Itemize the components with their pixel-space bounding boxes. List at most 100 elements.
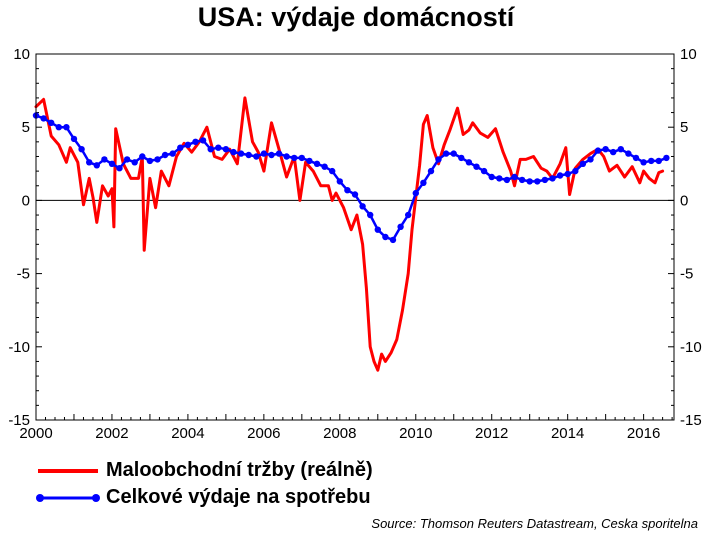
data-point-consumption [101, 156, 108, 163]
data-point-consumption [116, 165, 123, 172]
data-point-consumption [169, 150, 176, 157]
y-tick-label-right: 0 [680, 192, 688, 209]
data-point-consumption [382, 233, 389, 241]
data-point-consumption [511, 173, 518, 181]
data-point-consumption [610, 148, 617, 156]
data-point-consumption [351, 191, 359, 198]
data-point-consumption [199, 137, 207, 144]
data-point-consumption [313, 160, 321, 167]
data-point-consumption [230, 148, 237, 156]
y-tick-label-left: 0 [22, 192, 30, 209]
x-tick-label: 2004 [171, 425, 204, 442]
y-tick-label-right: -10 [680, 339, 702, 356]
source-note: Source: Thomson Reuters Datastream, Cesk… [371, 516, 698, 531]
data-point-consumption [488, 173, 495, 181]
series-layer [32, 96, 670, 372]
data-point-consumption [139, 153, 146, 160]
data-point-consumption [632, 154, 640, 162]
y-tick-label-left: 10 [13, 46, 30, 63]
data-point-consumption [572, 167, 579, 175]
data-point-consumption [397, 223, 404, 230]
data-point-consumption [473, 163, 480, 170]
legend-label-consumption: Celkové výdaje na spotřebu [106, 486, 371, 508]
data-point-consumption [86, 159, 93, 166]
legend-item-consumption: Celkové výdaje na spotřebu [36, 486, 696, 512]
chart-title: USA: výdaje domácností [197, 2, 515, 32]
data-point-consumption [541, 176, 549, 184]
data-point-consumption [283, 153, 290, 160]
data-point-consumption [625, 150, 632, 157]
data-point-consumption [306, 157, 313, 165]
legend-swatch-retail-sales [38, 469, 98, 473]
data-point-consumption [663, 154, 670, 162]
data-point-consumption [78, 146, 85, 153]
y-tick-label-right: 5 [680, 119, 688, 136]
data-point-consumption [602, 146, 609, 153]
data-point-consumption [587, 156, 594, 163]
data-point-consumption [549, 175, 556, 182]
data-point-consumption [146, 157, 154, 165]
y-tick-label-left: -5 [17, 266, 30, 283]
y-tick-label-left: -10 [8, 339, 30, 356]
data-point-consumption [655, 157, 662, 165]
data-point-consumption [526, 178, 533, 185]
data-point-consumption [291, 154, 298, 162]
data-point-consumption [55, 124, 62, 131]
y-tick-label-right: 10 [680, 46, 697, 63]
data-point-consumption [465, 159, 473, 166]
x-tick-label: 2012 [475, 425, 508, 442]
data-point-consumption [184, 141, 192, 148]
data-point-consumption [534, 178, 541, 185]
data-point-consumption [93, 162, 101, 169]
x-tick-label: 2014 [551, 425, 584, 442]
y-tick-label-left: -15 [8, 412, 30, 429]
data-point-consumption [594, 147, 602, 154]
x-tick-label: 2010 [399, 425, 432, 442]
data-point-consumption [253, 153, 260, 160]
data-point-consumption [260, 150, 268, 157]
data-point-consumption [131, 159, 138, 166]
x-tick-label: 2008 [323, 425, 356, 442]
data-point-consumption [579, 160, 587, 167]
data-point-consumption [329, 167, 336, 175]
data-point-consumption [367, 211, 374, 219]
legend-item-retail-sales: Maloobchodní tržby (reálně) [36, 459, 696, 485]
data-point-consumption [63, 124, 70, 131]
x-tick-label: 2006 [247, 425, 280, 442]
series-line-retail-sales [34, 96, 665, 372]
data-point-consumption [405, 211, 412, 219]
data-point-consumption [215, 144, 222, 151]
data-point-consumption [207, 146, 214, 153]
data-point-consumption [503, 176, 511, 184]
data-point-consumption [161, 151, 169, 159]
data-point-consumption [237, 150, 245, 157]
y-tick-label-right: -15 [680, 412, 702, 429]
data-point-consumption [359, 203, 366, 210]
data-point-consumption [427, 167, 435, 175]
data-point-consumption [48, 119, 55, 127]
data-point-consumption [518, 176, 526, 184]
y-tick-label-right: -5 [680, 266, 693, 283]
legend-label-retail-sales: Maloobchodní tržby (reálně) [106, 459, 373, 481]
data-point-consumption [123, 156, 131, 163]
data-point-consumption [648, 157, 655, 165]
data-point-consumption [192, 138, 199, 145]
data-point-consumption [458, 154, 465, 162]
data-point-consumption [154, 156, 161, 163]
data-point-consumption [389, 236, 397, 244]
data-point-consumption [374, 226, 381, 233]
data-point-consumption [344, 187, 351, 194]
data-point-consumption [450, 150, 457, 157]
y-tick-label-left: 5 [22, 119, 30, 136]
data-point-consumption [268, 151, 275, 159]
data-point-consumption [496, 175, 503, 182]
data-point-consumption [245, 151, 252, 159]
data-point-consumption [412, 189, 419, 197]
axis-layer: -15 -15 -10 -10 -5 -5 0 0 5 5 10 10 2000 2002 2004 2006… [8, 46, 701, 442]
data-point-consumption [70, 135, 78, 143]
data-point-consumption [564, 170, 571, 178]
data-point-consumption [420, 179, 427, 186]
x-tick-label: 2002 [95, 425, 128, 442]
data-point-consumption [108, 160, 116, 167]
